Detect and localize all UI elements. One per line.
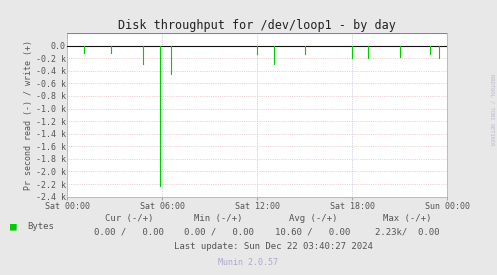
Title: Disk throughput for /dev/loop1 - by day: Disk throughput for /dev/loop1 - by day <box>118 19 396 32</box>
Text: Cur (-/+): Cur (-/+) <box>105 214 154 223</box>
Text: 10.60 /   0.00: 10.60 / 0.00 <box>275 228 351 237</box>
Text: Last update: Sun Dec 22 03:40:27 2024: Last update: Sun Dec 22 03:40:27 2024 <box>174 242 373 251</box>
Text: Bytes: Bytes <box>27 222 54 231</box>
Text: Munin 2.0.57: Munin 2.0.57 <box>219 258 278 267</box>
Text: Min (-/+): Min (-/+) <box>194 214 243 223</box>
Text: RRDTOOL / TOBI OETIKER: RRDTOOL / TOBI OETIKER <box>490 74 495 146</box>
Text: 2.23k/  0.00: 2.23k/ 0.00 <box>375 228 440 237</box>
Text: ■: ■ <box>10 222 17 232</box>
Text: Max (-/+): Max (-/+) <box>383 214 432 223</box>
Text: Avg (-/+): Avg (-/+) <box>289 214 337 223</box>
Y-axis label: Pr second read (-) / write (+): Pr second read (-) / write (+) <box>24 40 33 190</box>
Text: 0.00 /   0.00: 0.00 / 0.00 <box>184 228 253 237</box>
Text: 0.00 /   0.00: 0.00 / 0.00 <box>94 228 164 237</box>
